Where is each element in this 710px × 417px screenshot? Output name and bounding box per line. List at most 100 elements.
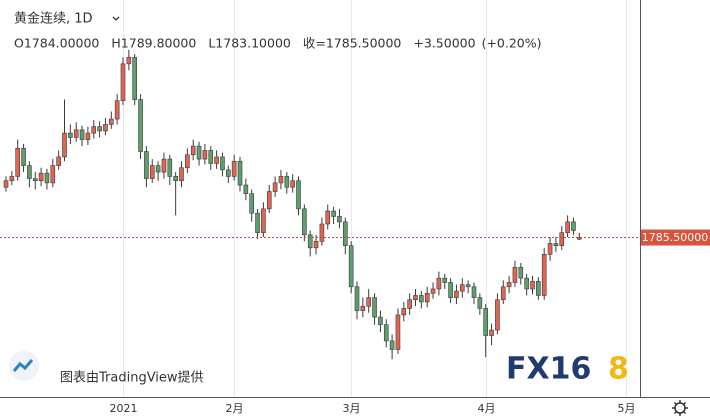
x-tick-label: 2021	[110, 402, 138, 415]
candle-body	[56, 156, 61, 166]
candle-body	[342, 221, 348, 246]
x-tick-label: 5月	[618, 402, 636, 415]
x-tick-label: 2月	[226, 402, 244, 415]
last-price-box	[641, 229, 710, 246]
candle-body	[401, 308, 407, 316]
candle-body	[3, 180, 9, 188]
settings-teeth[interactable]	[672, 400, 688, 416]
candle-body	[307, 234, 313, 249]
candle-body	[413, 295, 418, 301]
candle-body	[512, 267, 518, 283]
candle-body	[190, 145, 196, 156]
logo-text: FX16	[506, 352, 591, 387]
candle-body	[524, 277, 529, 290]
readout-value: (+0.20%)	[482, 36, 542, 51]
candle-body	[378, 316, 383, 325]
candle-body	[226, 169, 231, 177]
candle-body	[167, 158, 173, 177]
chart-title: 黄金连续, 1D	[14, 11, 93, 27]
candle-body	[68, 132, 73, 138]
candle-body	[237, 160, 243, 186]
candle-body	[302, 208, 307, 236]
candle-body	[424, 292, 430, 303]
candle-body	[571, 221, 576, 231]
candle-body	[547, 243, 553, 255]
candle-body	[442, 277, 448, 283]
candle-body	[9, 176, 15, 182]
readout-value: +3.50000	[413, 36, 475, 51]
candle-body	[214, 156, 219, 164]
logo-accent: 8	[608, 352, 629, 387]
candle-body	[44, 172, 50, 184]
settings-icon[interactable]	[672, 400, 688, 416]
candle-body	[483, 308, 489, 336]
candle-body	[454, 290, 459, 298]
candle-body	[38, 172, 44, 182]
candle-body	[366, 297, 372, 307]
candle-body	[459, 284, 465, 292]
candle-body	[50, 165, 56, 184]
candle-body	[85, 132, 91, 140]
watermark: 图表由TradingView提供	[60, 370, 204, 386]
candle-body	[109, 118, 114, 125]
candle-body	[506, 282, 512, 288]
candle-body	[559, 232, 565, 246]
candle-body	[565, 221, 570, 233]
candle-body	[185, 154, 190, 169]
candle-body	[249, 193, 254, 214]
candle-body	[202, 150, 208, 160]
candle-body	[389, 340, 395, 350]
candle-body	[284, 176, 290, 188]
candle-body	[161, 158, 167, 173]
candle-body	[407, 299, 412, 309]
ohlc-readout: O1784.00000 H1789.80000 L1783.10000 收=1785.…	[14, 36, 542, 51]
dropdown-icon[interactable]	[112, 16, 120, 21]
candle-body	[313, 241, 319, 249]
candle-body	[489, 329, 494, 336]
candle-body	[436, 277, 442, 290]
x-tick-label: 3月	[343, 402, 361, 415]
candle-body	[541, 254, 547, 296]
candle-body	[179, 167, 184, 182]
candle-body	[149, 165, 155, 179]
candle-body	[255, 212, 260, 233]
candle-body	[536, 281, 541, 296]
tv-logo-mark	[12, 359, 34, 372]
candle-body	[21, 147, 26, 166]
x-tick-label: 4月	[478, 402, 496, 415]
candle-body	[120, 63, 126, 101]
candle-body	[62, 132, 67, 158]
candle-body	[553, 243, 559, 246]
candle-body	[518, 267, 524, 279]
candle-body	[500, 286, 506, 301]
candle-body	[97, 126, 102, 132]
candle-body	[372, 297, 377, 318]
candle-body	[32, 178, 38, 182]
candle-body	[27, 165, 32, 179]
candles	[3, 49, 582, 360]
candle-body	[138, 99, 143, 152]
candle-body	[243, 184, 249, 195]
candle-body	[395, 314, 401, 350]
candle-body	[196, 145, 202, 160]
candle-body	[530, 281, 535, 290]
candle-body	[331, 210, 336, 217]
readout-value: 收=1785.50000	[303, 36, 402, 51]
candle-body	[103, 124, 108, 132]
candle-body	[325, 210, 331, 225]
candle-body	[430, 288, 436, 294]
readout-value: L1783.10000	[208, 36, 291, 51]
candle-body	[448, 282, 453, 298]
candle-body	[272, 182, 278, 192]
candle-body	[290, 180, 295, 188]
candle-body	[91, 126, 97, 134]
candle-body	[337, 216, 342, 223]
candle-body	[465, 284, 471, 288]
candle-body	[73, 129, 79, 138]
candle-body	[114, 100, 120, 120]
candle-body	[296, 180, 301, 210]
candle-body	[471, 286, 477, 298]
candle-body	[144, 151, 149, 179]
candle-body	[173, 176, 178, 182]
candle-body	[231, 160, 237, 177]
